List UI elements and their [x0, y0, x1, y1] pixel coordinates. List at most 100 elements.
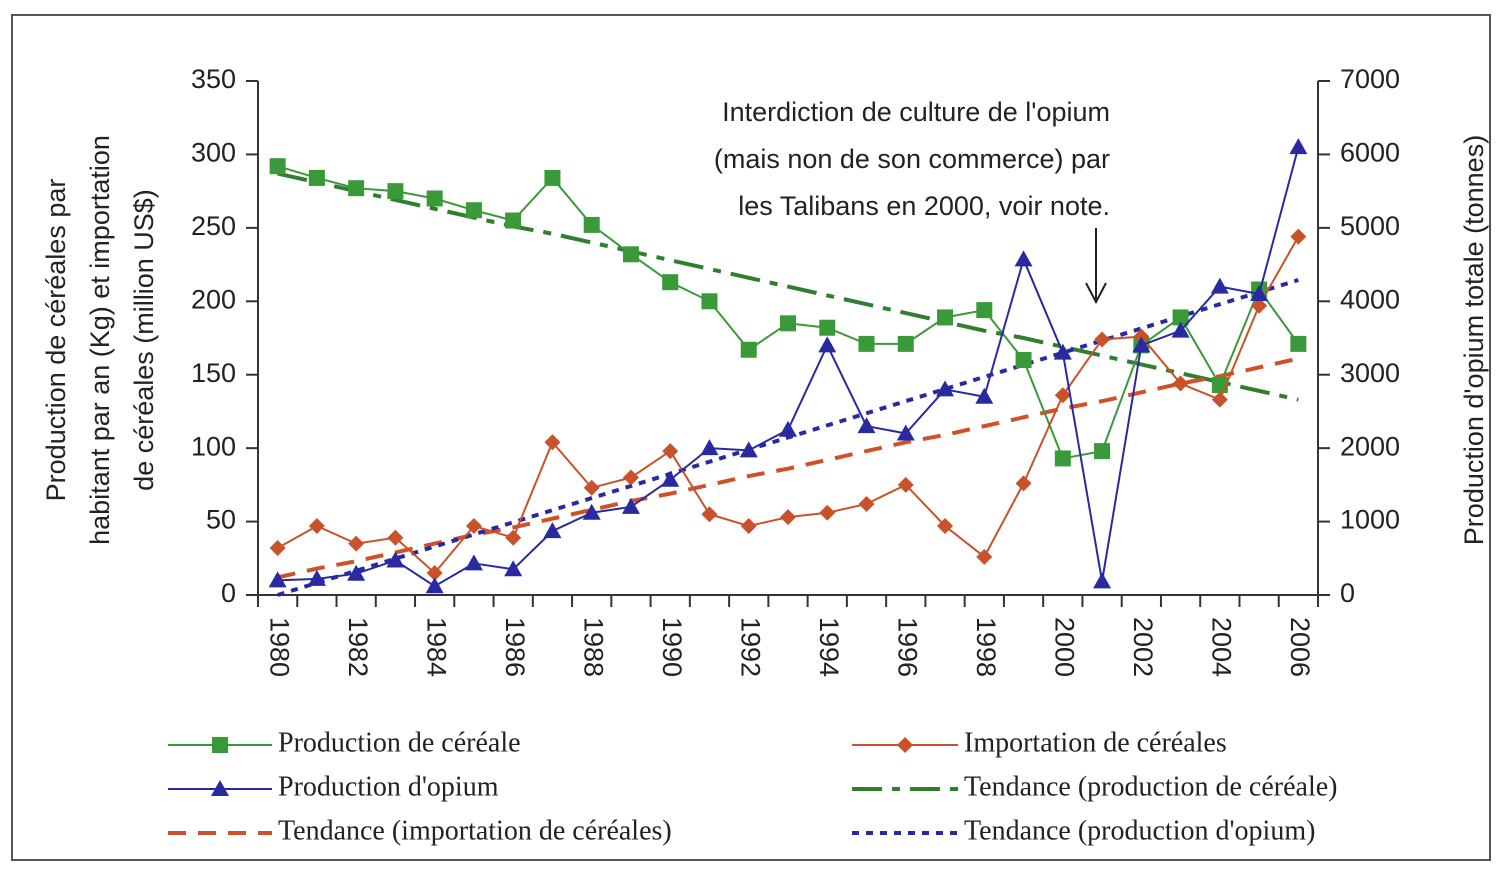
point [779, 420, 797, 437]
point [1094, 331, 1111, 348]
y-tick-label: 150 [191, 358, 236, 388]
point [464, 554, 483, 571]
point [1014, 250, 1033, 267]
y2-tick-label: 5000 [1340, 211, 1400, 241]
point [505, 212, 522, 229]
point [1053, 343, 1072, 360]
annotation: (mais non de son commerce) par [714, 144, 1110, 174]
y-tick-label: 100 [191, 431, 236, 461]
y2-tick-label: 4000 [1340, 284, 1400, 314]
y-tick-label: 0 [221, 578, 236, 608]
x-tick-label: 1992 [736, 617, 766, 677]
point [307, 569, 326, 586]
point [269, 158, 286, 175]
point [348, 180, 365, 197]
series-line [277, 278, 1299, 597]
series-line [277, 356, 1299, 580]
point [425, 577, 444, 594]
point [268, 571, 287, 588]
point [583, 216, 600, 233]
point [1172, 309, 1189, 326]
point [661, 470, 680, 487]
point [976, 548, 993, 565]
point [976, 302, 993, 319]
point [1015, 475, 1032, 492]
legend-label: Tendance (production d'opium) [964, 815, 1315, 846]
point [582, 503, 601, 520]
point [1132, 336, 1151, 353]
point [583, 479, 600, 496]
point [543, 522, 562, 539]
y-tick-label: 50 [206, 505, 236, 535]
point [818, 336, 837, 353]
point [1290, 335, 1307, 352]
point [347, 564, 366, 581]
point [740, 517, 757, 534]
point [1210, 277, 1229, 294]
x-tick-label: 1990 [657, 617, 687, 677]
y2-tick-label: 6000 [1340, 138, 1400, 168]
point [1211, 391, 1228, 408]
point [426, 564, 443, 581]
point [1094, 443, 1111, 460]
y-axis-label: de céréales (million US$) [129, 189, 159, 491]
x-tick-label: 1986 [500, 617, 530, 677]
point [700, 439, 719, 456]
x-tick-label: 1998 [971, 617, 1001, 677]
series-line [277, 171, 1299, 402]
y-tick-label: 200 [191, 284, 236, 314]
point [897, 476, 914, 493]
y-tick-label: 350 [191, 64, 236, 94]
point [465, 202, 482, 219]
point [975, 387, 994, 404]
point [1172, 375, 1189, 392]
y2-tick-label: 2000 [1340, 431, 1400, 461]
annotation-arrowhead [1085, 282, 1107, 305]
legend-marker [897, 737, 913, 753]
y2-tick-label: 0 [1340, 578, 1355, 608]
y2-tick-label: 3000 [1340, 358, 1400, 388]
x-tick-label: 2004 [1207, 617, 1237, 677]
point [1290, 228, 1307, 245]
point [544, 169, 561, 186]
point [269, 540, 286, 557]
point [701, 506, 718, 523]
y2-tick-label: 1000 [1340, 505, 1400, 535]
point [936, 380, 955, 397]
point [308, 517, 325, 534]
point [819, 504, 836, 521]
point [1250, 284, 1269, 301]
y-tick-label: 250 [191, 211, 236, 241]
point [387, 529, 404, 546]
legend-label: Importation de céréales [964, 727, 1227, 758]
y-axis-label: Production de céréales par [41, 179, 71, 502]
x-tick-label: 1988 [579, 617, 609, 677]
point [544, 434, 561, 451]
point [701, 293, 718, 310]
point [348, 535, 365, 552]
y-axis-label: habitant par an (Kg) et importation [85, 135, 115, 545]
x-tick-label: 1994 [814, 617, 844, 677]
annotation: les Talibans en 2000, voir note. [738, 191, 1110, 221]
point [740, 341, 757, 358]
point [426, 190, 443, 207]
legend-label: Production d'opium [278, 771, 499, 802]
point [662, 274, 679, 291]
point [505, 529, 522, 546]
x-tick-label: 2000 [1050, 617, 1080, 677]
point [780, 509, 796, 526]
point [504, 560, 523, 577]
point [780, 315, 796, 332]
point [858, 495, 875, 512]
point [387, 183, 404, 200]
x-tick-label: 2002 [1128, 617, 1158, 677]
y2-axis-label: Production d'opium totale (tonnes) [1459, 135, 1489, 545]
x-tick-label: 2006 [1285, 617, 1315, 677]
point [308, 169, 325, 186]
legend-label: Tendance (production de céréale) [964, 771, 1338, 802]
point [622, 246, 639, 263]
point [386, 551, 405, 568]
point [1093, 572, 1112, 589]
